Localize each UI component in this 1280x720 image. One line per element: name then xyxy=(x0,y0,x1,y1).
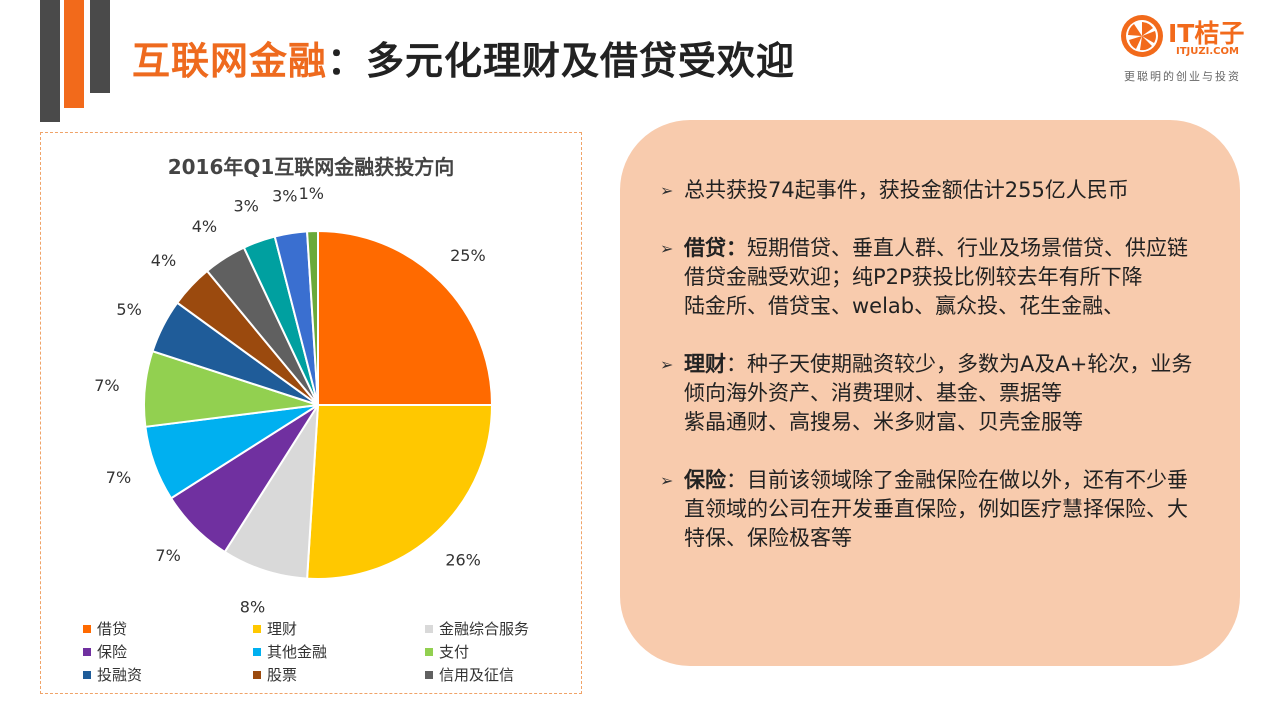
legend-item: 信用及征信 xyxy=(425,665,565,684)
legend-item: 理财 xyxy=(253,619,425,638)
pie-data-label: 3% xyxy=(272,187,297,206)
chart-legend: 借贷 理财 金融综合服务保险 其他金融 支付投融资 股票 信用及征信 xyxy=(83,619,553,684)
info-bullet: ➢ 总共获投74起事件，获投金额估计255亿人民币 xyxy=(660,176,1200,205)
pie-data-label: 7% xyxy=(155,546,180,565)
info-bullet-examples: 紫晶通财、高搜易、米多财富、贝壳金服等 xyxy=(684,410,1083,434)
info-bullet-label: 理财 xyxy=(684,352,726,376)
pie-data-label: 5% xyxy=(116,300,141,319)
info-bullet-examples: 陆金所、借贷宝、welab、赢众投、花生金融、 xyxy=(684,294,1125,318)
legend-item: 股票 xyxy=(253,665,425,684)
itjuzi-logo: IT桔子 ITJUZI.COM 更聪明的创业与投资 xyxy=(1118,12,1268,84)
orange-slice-icon xyxy=(1121,15,1163,57)
page-title-rest: ：多元化理财及借贷受欢迎 xyxy=(327,39,796,83)
info-bullet-text: ：目前该领域除了金融保险在做以外，还有不少垂直领域的公司在开发垂直保险，例如医疗… xyxy=(684,468,1188,550)
info-bullet-text: 总共获投74起事件，获投金额估计255亿人民币 xyxy=(684,178,1129,202)
bullet-arrow-icon: ➢ xyxy=(660,239,674,258)
logo-name: IT桔子 xyxy=(1168,19,1245,48)
legend-label: 信用及征信 xyxy=(439,666,515,684)
legend-swatch xyxy=(425,624,433,633)
decor-bar-gray-right xyxy=(90,0,110,93)
pie-slice xyxy=(306,229,319,406)
logo-domain: ITJUZI.COM xyxy=(1176,46,1239,57)
pie-data-label: 7% xyxy=(94,376,119,395)
legend-item: 支付 xyxy=(425,642,565,661)
legend-swatch xyxy=(253,670,261,679)
legend-item: 其他金融 xyxy=(253,642,425,661)
legend-item: 金融综合服务 xyxy=(425,619,565,638)
info-bullet-label: 借贷： xyxy=(684,236,747,260)
legend-swatch xyxy=(83,670,91,679)
info-bullet: ➢ 借贷：短期借贷、垂直人群、行业及场景借贷、供应链借贷金融受欢迎；纯P2P获投比… xyxy=(660,234,1200,321)
legend-label: 借贷 xyxy=(97,620,128,638)
legend-swatch xyxy=(83,647,91,656)
bullet-arrow-icon: ➢ xyxy=(660,355,674,374)
chart-panel: 2016年Q1互联网金融获投方向 25% 26% 8% 7% 7% 7% 5% 4% 4% 3% 3… xyxy=(40,132,582,694)
info-bullet-text: 短期借贷、垂直人群、行业及场景借贷、供应链借贷金融受欢迎；纯P2P获投比例较去年… xyxy=(684,236,1188,289)
legend-swatch xyxy=(425,670,433,679)
bullet-arrow-icon: ➢ xyxy=(660,471,674,490)
decor-bar-orange xyxy=(64,0,84,108)
info-bullet-text: ：种子天使期融资较少，多数为A及A+轮次，业务倾向海外资产、消费理财、基金、票据… xyxy=(684,352,1193,405)
pie-slice xyxy=(317,229,494,406)
pie-data-label: 4% xyxy=(151,251,176,270)
chart-title: 2016年Q1互联网金融获投方向 xyxy=(167,155,455,179)
page-title: 互联网金融：多元化理财及借贷受欢迎 xyxy=(132,30,795,85)
legend-swatch xyxy=(425,647,433,656)
legend-label: 投融资 xyxy=(97,666,143,684)
legend-swatch xyxy=(253,624,261,633)
info-panel: ➢ 总共获投74起事件，获投金额估计255亿人民币 ➢ 借贷：短期借贷、垂直人群、行业… xyxy=(620,120,1240,666)
legend-label: 其他金融 xyxy=(267,643,328,661)
legend-item: 投融资 xyxy=(83,665,253,684)
pie-data-label: 7% xyxy=(106,468,131,487)
page-title-highlight: 互联网金融 xyxy=(132,39,328,83)
pie-slice xyxy=(306,404,494,581)
legend-swatch xyxy=(253,647,261,656)
pie-data-label: 8% xyxy=(240,598,265,613)
bullet-arrow-icon: ➢ xyxy=(660,181,674,200)
legend-label: 支付 xyxy=(439,643,470,661)
legend-item: 保险 xyxy=(83,642,253,661)
legend-item: 借贷 xyxy=(83,619,253,638)
info-bullet: ➢ 保险：目前该领域除了金融保险在做以外，还有不少垂直领域的公司在开发垂直保险，例… xyxy=(660,466,1200,553)
decor-bar-gray-left xyxy=(40,0,60,122)
legend-swatch xyxy=(83,624,91,633)
pie-chart: 25%26%8%7%7%7%5%4%4%3%3% 1% xyxy=(94,184,494,613)
info-bullet-label: 保险 xyxy=(684,468,726,492)
logo-slogan: 更聪明的创业与投资 xyxy=(1124,70,1241,83)
pie-data-label: 26% xyxy=(445,551,481,570)
pie-data-label: 3% xyxy=(234,197,259,216)
pie-data-label: 4% xyxy=(192,217,217,236)
legend-label: 理财 xyxy=(267,620,298,638)
legend-label: 金融综合服务 xyxy=(439,620,530,638)
info-bullet: ➢ 理财：种子天使期融资较少，多数为A及A+轮次，业务倾向海外资产、消费理财、基金… xyxy=(660,350,1200,437)
pie-data-label: 1% xyxy=(299,184,324,203)
pie-data-label: 25% xyxy=(450,246,486,265)
legend-label: 股票 xyxy=(267,666,298,684)
legend-label: 保险 xyxy=(97,643,128,661)
info-list: ➢ 总共获投74起事件，获投金额估计255亿人民币 ➢ 借贷：短期借贷、垂直人群、行业… xyxy=(660,176,1200,582)
